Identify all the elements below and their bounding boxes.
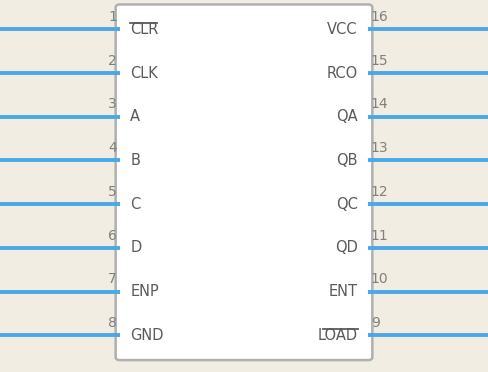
Text: 5: 5 [108, 185, 117, 199]
Text: D: D [130, 240, 142, 255]
Text: QB: QB [336, 153, 358, 168]
Text: CLK: CLK [130, 65, 158, 80]
Text: 9: 9 [371, 316, 380, 330]
Text: 11: 11 [371, 229, 388, 243]
Text: 12: 12 [371, 185, 388, 199]
Text: LOAD: LOAD [318, 328, 358, 343]
Text: 2: 2 [108, 54, 117, 68]
Text: RCO: RCO [326, 65, 358, 80]
Text: 4: 4 [108, 141, 117, 155]
Text: 16: 16 [371, 10, 388, 24]
Text: A: A [130, 109, 140, 124]
Text: 8: 8 [108, 316, 117, 330]
Text: 10: 10 [371, 272, 388, 286]
Text: VCC: VCC [327, 22, 358, 37]
Text: 7: 7 [108, 272, 117, 286]
Text: 13: 13 [371, 141, 388, 155]
Text: ENP: ENP [130, 284, 159, 299]
Text: B: B [130, 153, 140, 168]
Text: QC: QC [336, 197, 358, 212]
Text: ENT: ENT [329, 284, 358, 299]
FancyBboxPatch shape [116, 4, 372, 360]
Text: QD: QD [335, 240, 358, 255]
Text: 3: 3 [108, 97, 117, 112]
Text: C: C [130, 197, 141, 212]
Text: CLR: CLR [130, 22, 159, 37]
Text: 15: 15 [371, 54, 388, 68]
Text: 6: 6 [108, 229, 117, 243]
Text: 1: 1 [108, 10, 117, 24]
Text: 14: 14 [371, 97, 388, 112]
Text: QA: QA [336, 109, 358, 124]
Text: GND: GND [130, 328, 164, 343]
